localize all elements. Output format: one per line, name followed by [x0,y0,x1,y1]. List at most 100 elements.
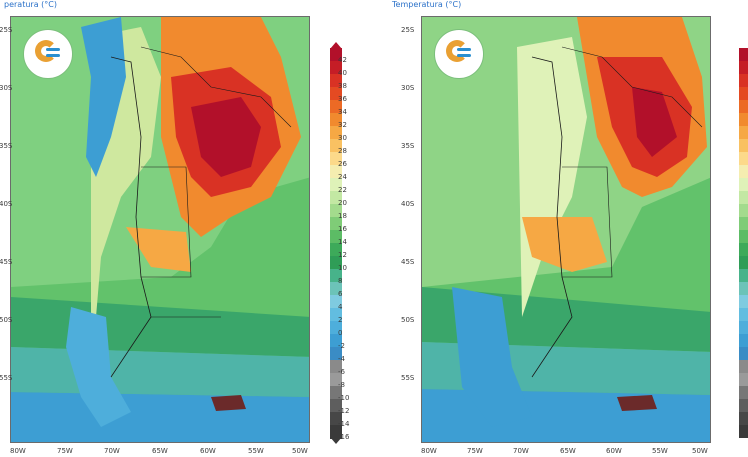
colorbar-cell [330,230,342,244]
logo-wave-icon [457,54,471,57]
colorbar-cell [330,48,342,62]
colorbar-tick-label: 30 [338,134,347,142]
colorbar-tick-label: 34 [338,108,347,116]
colorbar-cell [739,48,748,62]
lat-label: 45S [401,258,415,266]
colorbar-max-arrow [330,42,342,49]
colorbar-tick-label: 24 [338,173,347,181]
colorbar-tick-label: 16 [338,225,347,233]
logo-wave-icon [46,48,60,51]
colorbar-cell [330,243,342,257]
lat-label: 35S [401,142,415,150]
colorbar-cell [739,269,748,283]
colorbar-tick-label: 28 [338,147,347,155]
colorbar-tick-label: 20 [338,199,347,207]
colorbar-cell [739,308,748,322]
colorbar-tick-label: 22 [338,186,347,194]
colorbar-cell [330,412,342,426]
argentina-logo [434,29,484,79]
lat-label: 40S [401,200,415,208]
temperature-field [422,17,710,442]
colorbar-cell [739,191,748,205]
temperature-colorbar-partial [739,48,748,438]
colorbar-cell [739,399,748,413]
colorbar-cell [739,243,748,257]
lon-label: 70W [513,447,529,455]
colorbar-cell [330,256,342,270]
lon-label: 60W [606,447,622,455]
colorbar-tick-label: 6 [338,290,343,298]
lon-label: 65W [152,447,168,455]
colorbar-tick-label: -6 [338,368,345,376]
lon-label: 55W [248,447,264,455]
colorbar-tick-label: 12 [338,251,347,259]
lat-label: 25S [401,26,415,34]
lon-label: 70W [104,447,120,455]
colorbar-cell [739,152,748,166]
lon-label: 75W [467,447,483,455]
colorbar-tick-label: 8 [338,277,343,285]
colorbar-cell [739,347,748,361]
colorbar-cell [739,373,748,387]
colorbar-tick-label: -8 [338,381,345,389]
colorbar-cell [739,321,748,335]
colorbar-cell [739,74,748,88]
colorbar-tick-label: 14 [338,238,347,246]
colorbar-cell [330,87,342,101]
colorbar-cell [330,191,342,205]
lat-label: 30S [0,84,13,92]
colorbar-tick-label: -14 [338,420,350,428]
colorbar-cell [330,100,342,114]
lat-label: 50S [401,316,415,324]
lat-label: 45S [0,258,13,266]
colorbar-cell [739,126,748,140]
colorbar-cell [330,334,342,348]
colorbar-tick-label: 36 [338,95,347,103]
colorbar-tick-label: 40 [338,69,347,77]
colorbar-min-arrow [330,437,342,444]
lon-label: 55W [652,447,668,455]
colorbar-cell [330,425,342,439]
forecast-map-left: peratura (°C) 25S 30S 35S [0,0,360,457]
colorbar-tick-label: 38 [338,82,347,90]
colorbar-cell [330,178,342,192]
colorbar-cell [330,399,342,413]
colorbar-cell [330,204,342,218]
colorbar-cell [739,139,748,153]
colorbar-cell [330,373,342,387]
colorbar-cell [330,61,342,75]
lat-label: 25S [0,26,13,34]
colorbar-cell [739,204,748,218]
colorbar-cell [330,295,342,309]
colorbar-cell [739,61,748,75]
colorbar-cell [330,113,342,127]
forecast-map-right: Temperatura (°C) 25S 30S 35S 40S 45S [388,0,748,457]
colorbar-cell [330,386,342,400]
argentina-logo [23,29,73,79]
colorbar-cell [739,425,748,438]
colorbar-tick-label: 42 [338,56,347,64]
colorbar-cell [330,269,342,283]
temperature-field [11,17,309,442]
colorbar-tick-label: 4 [338,303,343,311]
colorbar-cell [330,165,342,179]
colorbar-cell [739,87,748,101]
colorbar-cell [739,295,748,309]
lat-label: 50S [0,316,13,324]
lon-label: 80W [421,447,437,455]
temperature-colorbar [330,48,342,439]
colorbar-tick-label: 10 [338,264,347,272]
colorbar-tick-label: -4 [338,355,345,363]
colorbar-cell [330,74,342,88]
temperature-map [10,16,310,443]
colorbar-cell [739,256,748,270]
lat-label: 30S [401,84,415,92]
colorbar-cell [739,178,748,192]
colorbar-tick-label: 0 [338,329,343,337]
colorbar-cell [739,334,748,348]
colorbar-cell [739,230,748,244]
colorbar-cell [739,217,748,231]
colorbar-tick-label: -10 [338,394,350,402]
colorbar-cell [330,360,342,374]
lon-label: 50W [692,447,708,455]
